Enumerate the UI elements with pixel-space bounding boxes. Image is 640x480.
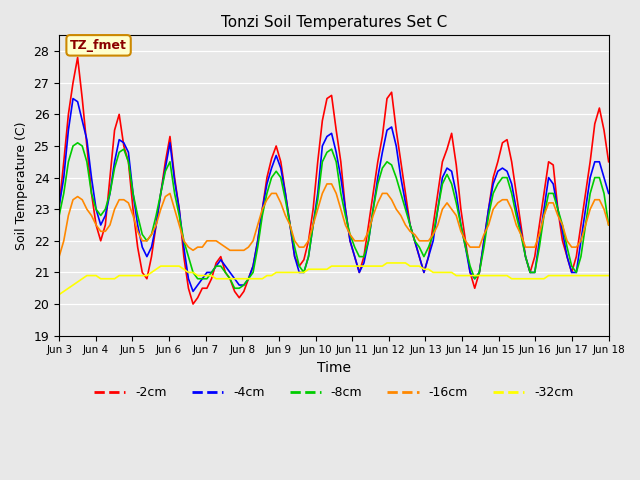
Legend: -2cm, -4cm, -8cm, -16cm, -32cm: -2cm, -4cm, -8cm, -16cm, -32cm [89, 382, 579, 405]
Text: TZ_fmet: TZ_fmet [70, 39, 127, 52]
Y-axis label: Soil Temperature (C): Soil Temperature (C) [15, 121, 28, 250]
X-axis label: Time: Time [317, 361, 351, 375]
Title: Tonzi Soil Temperatures Set C: Tonzi Soil Temperatures Set C [221, 15, 447, 30]
